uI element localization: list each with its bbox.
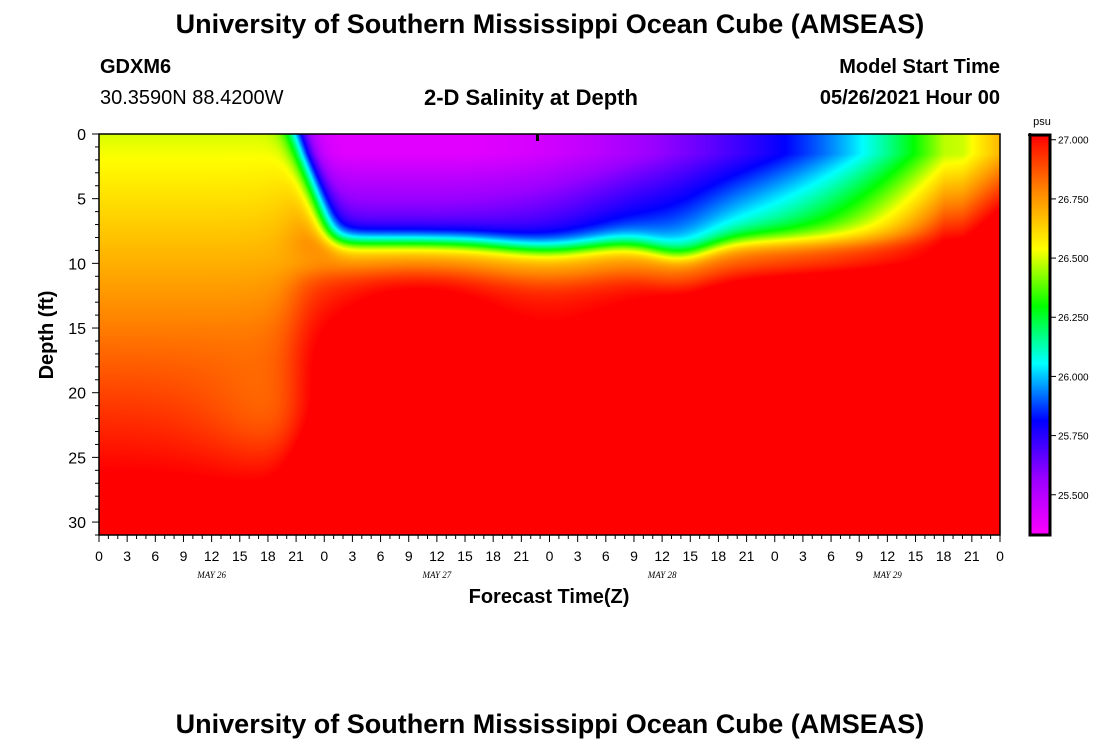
x-tick-label: 3 <box>349 548 357 564</box>
x-tick-label: 6 <box>602 548 610 564</box>
x-tick-label: 21 <box>964 548 980 564</box>
y-tick-label: 5 <box>77 192 86 209</box>
x-tick-label: 9 <box>180 548 188 564</box>
x-tick-label: 9 <box>405 548 413 564</box>
y-tick-label: 25 <box>68 450 86 467</box>
colorbar-tick-label: 25.750 <box>1058 432 1089 443</box>
colorbar-tick-label: 27.000 <box>1058 136 1089 147</box>
salinity-heatmap <box>99 134 1000 535</box>
current-time-marker <box>536 134 539 141</box>
bottom-title: University of Southern Mississippi Ocean… <box>175 709 925 739</box>
y-tick-label: 15 <box>68 321 86 338</box>
colorbar-body <box>1028 133 1052 537</box>
chart-title: 2-D Salinity at Depth <box>424 85 638 110</box>
x-tick-label: 21 <box>288 548 304 564</box>
x-axis-label: Forecast Time(Z) <box>469 586 630 608</box>
colorbar-corner-dot <box>1028 133 1032 137</box>
x-tick-label: 12 <box>880 548 896 564</box>
colorbar-tick-label: 26.750 <box>1058 195 1089 206</box>
x-tick-label: 15 <box>457 548 473 564</box>
x-tick-label: 6 <box>827 548 835 564</box>
x-tick-label: 0 <box>320 548 328 564</box>
y-tick-label: 20 <box>68 386 86 403</box>
y-tick-label: 10 <box>68 256 86 273</box>
y-tick-label: 30 <box>68 515 86 532</box>
y-axis-label: Depth (ft) <box>36 291 58 380</box>
x-tick-label: 21 <box>739 548 755 564</box>
x-tick-label: 3 <box>574 548 582 564</box>
y-tick-label: 0 <box>77 127 86 144</box>
x-day-label: MAY 28 <box>647 570 677 580</box>
x-axis: 0 3 6 9 12 15 18 21 0 3 6 9 12 15 18 21 0 3 6 9 12 15 18 21 0 3 6 9… <box>95 535 1004 580</box>
colorbar-tick-label: 26.500 <box>1058 254 1089 265</box>
colorbar-tick-label: 25.500 <box>1058 491 1089 502</box>
x-tick-label: 12 <box>654 548 670 564</box>
y-axis: 0 5 10 15 20 25 30 <box>68 127 99 536</box>
x-tick-label: 9 <box>855 548 863 564</box>
x-tick-label: 0 <box>771 548 779 564</box>
x-tick-label: 18 <box>711 548 727 564</box>
colorbar-tick-label: 26.250 <box>1058 313 1089 324</box>
x-tick-label: 15 <box>682 548 698 564</box>
colorbar: psu 25.500 25.750 26.000 26.250 26.500 26.750… <box>1028 116 1089 537</box>
model-start-label: Model Start Time <box>839 56 1000 78</box>
x-tick-label: 3 <box>799 548 807 564</box>
top-title: University of Southern Mississippi Ocean… <box>175 9 925 39</box>
x-tick-label: 21 <box>514 548 530 564</box>
x-tick-label: 15 <box>232 548 248 564</box>
x-tick-label: 18 <box>936 548 952 564</box>
x-tick-label: 18 <box>485 548 501 564</box>
x-tick-label: 3 <box>123 548 131 564</box>
x-day-label: MAY 26 <box>196 570 226 580</box>
colorbar-tick-label: 26.000 <box>1058 372 1089 383</box>
x-tick-label: 15 <box>908 548 924 564</box>
x-day-label: MAY 29 <box>872 570 902 580</box>
x-tick-label: 9 <box>630 548 638 564</box>
x-day-label: MAY 27 <box>421 570 451 580</box>
x-tick-label: 0 <box>95 548 103 564</box>
x-tick-label: 0 <box>996 548 1004 564</box>
colorbar-unit: psu <box>1033 116 1051 128</box>
x-tick-label: 12 <box>204 548 220 564</box>
x-tick-label: 0 <box>546 548 554 564</box>
x-tick-label: 6 <box>377 548 385 564</box>
x-tick-label: 12 <box>429 548 445 564</box>
model-start-value: 05/26/2021 Hour 00 <box>819 87 1000 109</box>
x-tick-label: 6 <box>151 548 159 564</box>
station-coordinates: 30.3590N 88.4200W <box>100 87 284 109</box>
station-id: GDXM6 <box>100 56 172 78</box>
x-tick-label: 18 <box>260 548 276 564</box>
